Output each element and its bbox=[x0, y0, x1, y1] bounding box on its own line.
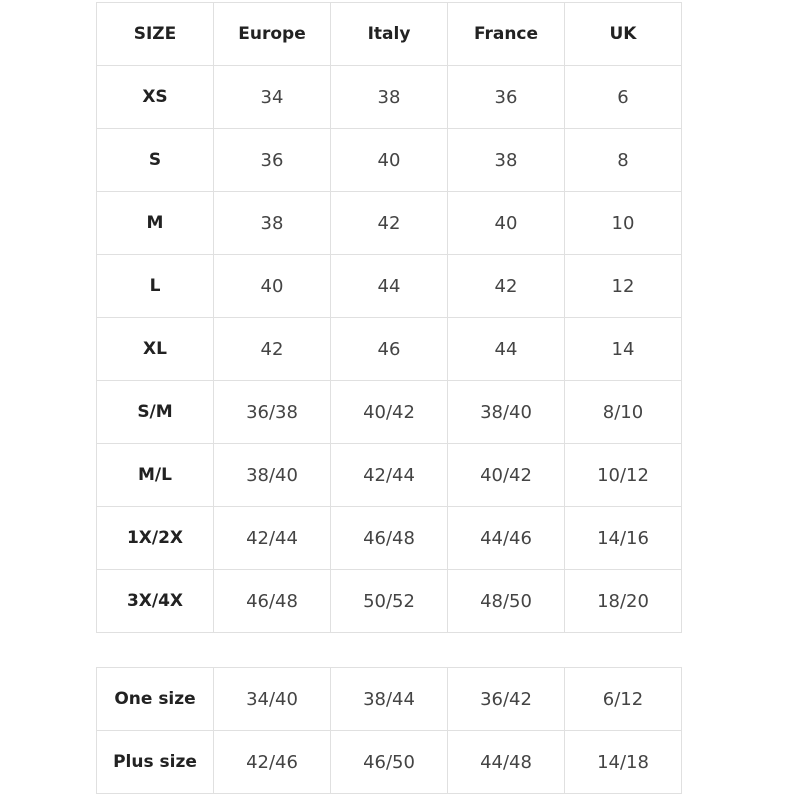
size-value: 8 bbox=[564, 128, 682, 192]
column-header: France bbox=[447, 2, 565, 66]
size-value: 18/20 bbox=[564, 569, 682, 633]
table-row: 3X/4X 46/48 50/52 48/50 18/20 bbox=[96, 569, 682, 633]
size-value: 6/12 bbox=[564, 667, 682, 731]
table-row: M 38 42 40 10 bbox=[96, 191, 682, 255]
size-value: 40 bbox=[213, 254, 331, 318]
table-row: M/L 38/40 42/44 40/42 10/12 bbox=[96, 443, 682, 507]
size-value: 42 bbox=[330, 191, 448, 255]
table-row: XS 34 38 36 6 bbox=[96, 65, 682, 129]
size-label: XL bbox=[96, 317, 214, 381]
size-value: 42/44 bbox=[213, 506, 331, 570]
size-value: 34/40 bbox=[213, 667, 331, 731]
size-chart-table: SIZE Europe Italy France UK XS 34 38 36 6 S 36 40 38 8… bbox=[96, 2, 682, 633]
size-value: 36/38 bbox=[213, 380, 331, 444]
table-row: One size 34/40 38/44 36/42 6/12 bbox=[96, 667, 682, 731]
size-value: 38/40 bbox=[213, 443, 331, 507]
size-value: 38/44 bbox=[330, 667, 448, 731]
column-header: UK bbox=[564, 2, 682, 66]
size-value: 42 bbox=[213, 317, 331, 381]
size-value: 50/52 bbox=[330, 569, 448, 633]
size-value: 14/16 bbox=[564, 506, 682, 570]
special-size-table: One size 34/40 38/44 36/42 6/12 Plus size 42/4… bbox=[96, 667, 682, 794]
table-row: XL 42 46 44 14 bbox=[96, 317, 682, 381]
size-value: 12 bbox=[564, 254, 682, 318]
header-row: SIZE Europe Italy France UK bbox=[96, 2, 682, 66]
size-label: M bbox=[96, 191, 214, 255]
column-header: Europe bbox=[213, 2, 331, 66]
size-value: 38 bbox=[213, 191, 331, 255]
size-value: 34 bbox=[213, 65, 331, 129]
size-value: 14/18 bbox=[564, 730, 682, 794]
size-value: 6 bbox=[564, 65, 682, 129]
size-value: 46/48 bbox=[213, 569, 331, 633]
size-value: 40/42 bbox=[447, 443, 565, 507]
size-value: 36/42 bbox=[447, 667, 565, 731]
size-value: 44/46 bbox=[447, 506, 565, 570]
size-label: S/M bbox=[96, 380, 214, 444]
column-header: Italy bbox=[330, 2, 448, 66]
size-value: 46/50 bbox=[330, 730, 448, 794]
size-value: 38/40 bbox=[447, 380, 565, 444]
size-value: 38 bbox=[330, 65, 448, 129]
size-value: 10/12 bbox=[564, 443, 682, 507]
size-label: One size bbox=[96, 667, 214, 731]
table-row: L 40 44 42 12 bbox=[96, 254, 682, 318]
column-header: SIZE bbox=[96, 2, 214, 66]
table-row: Plus size 42/46 46/50 44/48 14/18 bbox=[96, 730, 682, 794]
size-value: 44 bbox=[330, 254, 448, 318]
size-value: 38 bbox=[447, 128, 565, 192]
size-value: 46 bbox=[330, 317, 448, 381]
table-row: S/M 36/38 40/42 38/40 8/10 bbox=[96, 380, 682, 444]
size-label: M/L bbox=[96, 443, 214, 507]
size-value: 42 bbox=[447, 254, 565, 318]
size-value: 40 bbox=[330, 128, 448, 192]
size-value: 10 bbox=[564, 191, 682, 255]
size-value: 36 bbox=[213, 128, 331, 192]
size-label: S bbox=[96, 128, 214, 192]
size-value: 14 bbox=[564, 317, 682, 381]
size-value: 42/44 bbox=[330, 443, 448, 507]
size-label: XS bbox=[96, 65, 214, 129]
size-label: L bbox=[96, 254, 214, 318]
size-value: 48/50 bbox=[447, 569, 565, 633]
size-value: 44/48 bbox=[447, 730, 565, 794]
size-value: 8/10 bbox=[564, 380, 682, 444]
size-label: 1X/2X bbox=[96, 506, 214, 570]
table-row: S 36 40 38 8 bbox=[96, 128, 682, 192]
size-value: 44 bbox=[447, 317, 565, 381]
size-value: 40/42 bbox=[330, 380, 448, 444]
size-label: 3X/4X bbox=[96, 569, 214, 633]
size-label: Plus size bbox=[96, 730, 214, 794]
size-value: 40 bbox=[447, 191, 565, 255]
size-value: 46/48 bbox=[330, 506, 448, 570]
size-value: 42/46 bbox=[213, 730, 331, 794]
size-value: 36 bbox=[447, 65, 565, 129]
table-row: 1X/2X 42/44 46/48 44/46 14/16 bbox=[96, 506, 682, 570]
